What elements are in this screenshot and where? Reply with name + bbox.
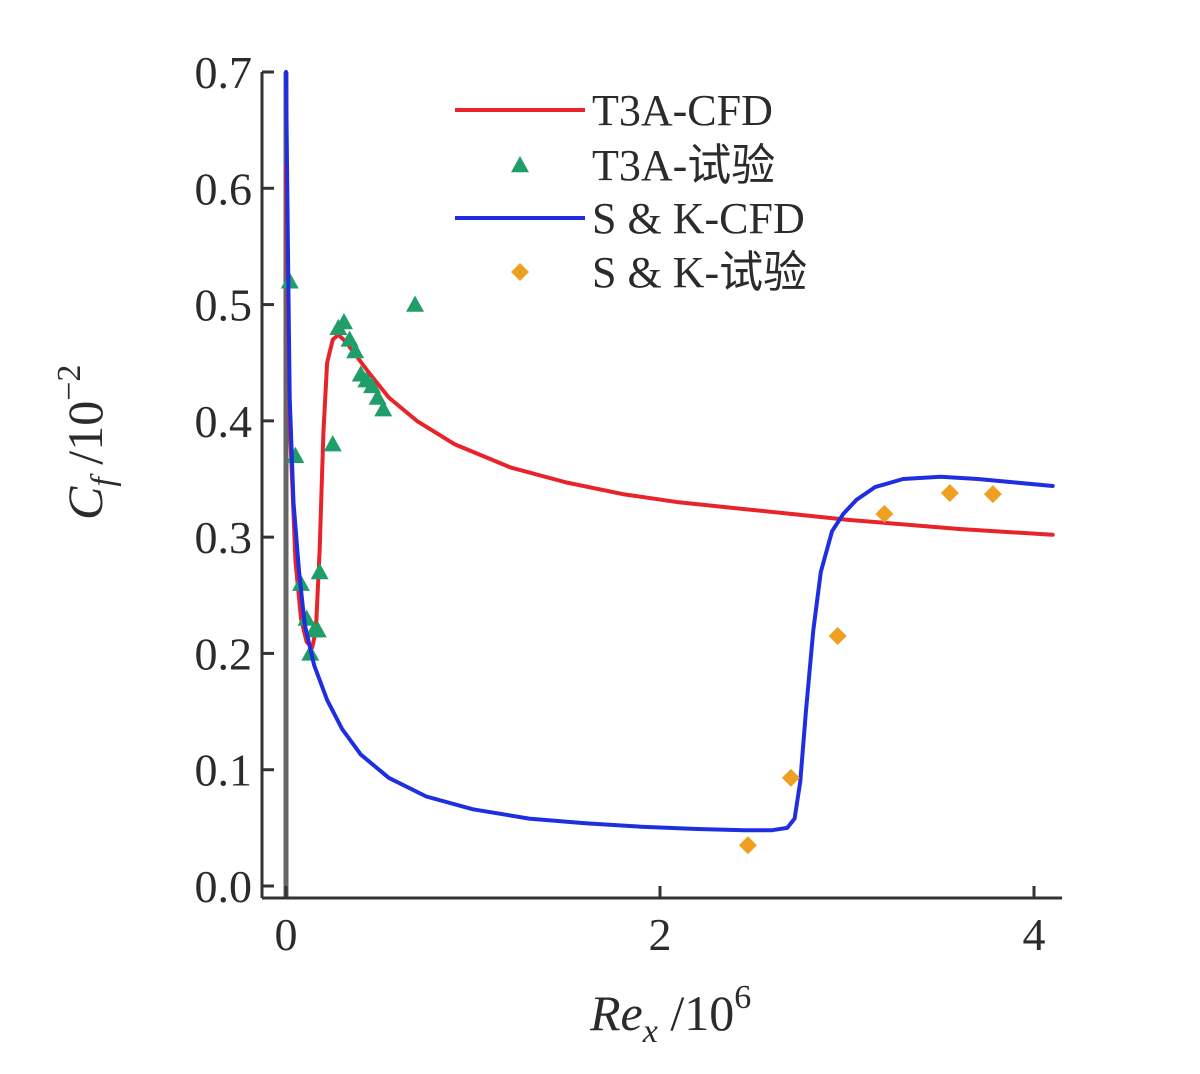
y-tick-label: 0.0 xyxy=(195,861,253,912)
data-point-diamond xyxy=(781,768,800,787)
data-point-diamond xyxy=(875,504,894,523)
data-point-triangle xyxy=(406,295,425,312)
y-tick-label: 0.6 xyxy=(195,163,253,214)
legend: T3A-CFD T3A-试验S & K-CFD S & K-试验 xyxy=(455,86,807,297)
data-point-triangle xyxy=(334,313,353,330)
x-tick-label: 4 xyxy=(1023,909,1046,960)
y-axis-title: Cf /10−2 xyxy=(51,365,122,520)
data-point-diamond xyxy=(983,485,1002,504)
x-title-main: Re xyxy=(589,985,643,1041)
data-point-triangle xyxy=(363,376,382,394)
data-point-diamond xyxy=(738,836,757,855)
data-point-diamond xyxy=(828,626,847,645)
x-tick-label: 0 xyxy=(275,909,298,960)
data-point-diamond xyxy=(940,483,959,502)
y-tick-label: 0.3 xyxy=(195,512,253,563)
data-point-triangle xyxy=(297,609,316,626)
legend-label: S & K-试验 xyxy=(592,248,807,297)
series-line-S&K-CFD xyxy=(284,70,1055,833)
y-title-sup: −2 xyxy=(51,365,88,401)
series-layer xyxy=(280,70,1055,898)
data-point-triangle xyxy=(346,342,365,359)
legend-label: S & K-CFD xyxy=(592,194,805,243)
legend-label: T3A-CFD xyxy=(592,86,773,135)
data-point-triangle xyxy=(310,563,329,580)
y-tick-label: 0.4 xyxy=(195,396,253,447)
legend-triangle-swatch xyxy=(511,156,529,173)
legend-diamond-swatch xyxy=(511,263,529,281)
data-point-triangle xyxy=(374,400,393,417)
data-point-triangle xyxy=(323,435,342,452)
y-tick-label: 0.1 xyxy=(195,745,253,796)
legend-label: T3A-试验 xyxy=(592,141,775,190)
y-tick-label: 0.5 xyxy=(195,280,253,331)
y-title-main: C xyxy=(57,486,113,520)
axes-layer: 0.0 0.1 0.2 0.3 0.4 0.5 0.6 0.7 0 2 4 xyxy=(195,47,1062,960)
x-title-sup: 6 xyxy=(734,979,751,1016)
data-point-triangle xyxy=(308,621,327,638)
y-tick-label: 0.2 xyxy=(195,628,253,679)
x-title-rest: /10 xyxy=(658,985,734,1041)
x-axis-title: Rex /106 xyxy=(589,979,751,1050)
x-tick-label: 2 xyxy=(649,909,672,960)
data-point-triangle xyxy=(368,388,387,405)
y-tick-label: 0.7 xyxy=(195,47,253,98)
data-point-triangle xyxy=(340,330,359,347)
y-title-rest: /10 xyxy=(57,401,113,477)
x-title-sub: x xyxy=(642,1013,658,1050)
